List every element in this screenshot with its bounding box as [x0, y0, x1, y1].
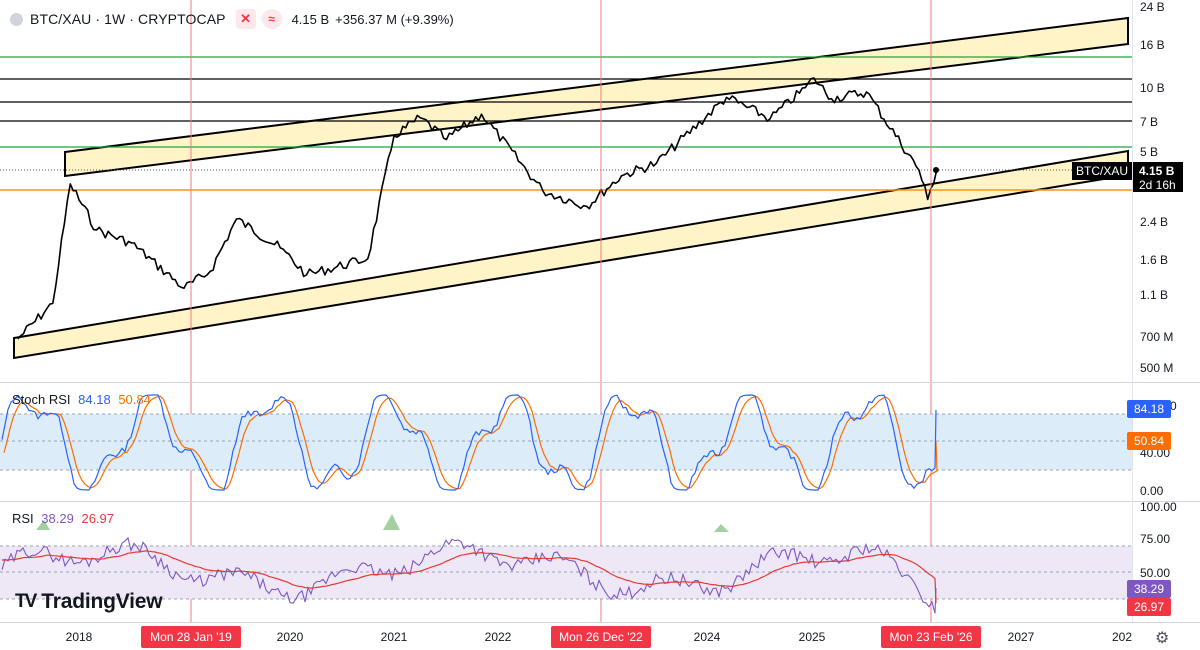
time-tick: 2021 — [381, 630, 408, 644]
price-tick: 700 M — [1140, 330, 1173, 344]
tradingview-mark-icon: TV — [15, 591, 37, 612]
stoch-d-value: 50.84 — [118, 392, 151, 407]
stoch-k-value: 84.18 — [78, 392, 111, 407]
price-tick: 24 B — [1140, 0, 1165, 14]
rsi-legend[interactable]: RSI 38.29 26.97 — [12, 511, 114, 526]
date-badge: Mon 23 Feb '26 — [889, 630, 972, 644]
rsi-value: 38.29 — [41, 511, 74, 526]
price-tick: 2.4 B — [1140, 215, 1168, 229]
channel-upper-band — [64, 16, 1129, 178]
rsi-tick: 100.00 — [1140, 500, 1177, 514]
price-tick: 5 B — [1140, 145, 1158, 159]
price-line — [17, 77, 938, 340]
tradingview-wordmark: TradingView — [41, 590, 163, 613]
price-tick: 1.1 B — [1140, 288, 1168, 302]
tradingview-logo[interactable]: TV TradingView — [15, 590, 163, 614]
stoch-rsi-title: Stoch RSI — [12, 392, 71, 407]
time-tick: 202 — [1112, 630, 1132, 644]
time-axis[interactable]: 2018 2020 2021 2022 2024 2025 2027 202 — [66, 630, 1133, 644]
date-marker-badges: Mon 28 Jan '19 Mon 26 Dec '22 Mon 23 Feb… — [141, 626, 981, 648]
gear-icon[interactable]: ⚙ — [1155, 630, 1170, 647]
price-tick: 16 B — [1140, 38, 1165, 52]
rsi-tick: 50.00 — [1140, 566, 1170, 580]
symbol-logo-icon — [10, 12, 23, 26]
date-badge: Mon 28 Jan '19 — [150, 630, 232, 644]
time-tick: 2020 — [277, 630, 304, 644]
time-tick: 2018 — [66, 630, 93, 644]
date-marker-lines — [190, 0, 932, 622]
channel-lower-band — [13, 149, 1129, 360]
price-axis[interactable]: 24 B 16 B 10 B 7 B 5 B 2.4 B 1.6 B 1.1 B… — [1140, 0, 1177, 580]
symbol-title[interactable]: BTC/XAU · 1W · CRYPTOCAP — [30, 11, 226, 27]
svg-text:84.18: 84.18 — [1134, 402, 1164, 416]
svg-text:38.29: 38.29 — [1134, 582, 1164, 596]
svg-text:2d 16h: 2d 16h — [1139, 178, 1176, 192]
time-tick: 2027 — [1008, 630, 1035, 644]
rsi-overbought-fill-3 — [714, 524, 729, 532]
svg-text:BTC/XAU: BTC/XAU — [1076, 164, 1128, 178]
svg-text:26.97: 26.97 — [1134, 600, 1164, 614]
rsi-ma-line — [1, 550, 937, 604]
symbol-legend[interactable]: BTC/XAU · 1W · CRYPTOCAP ✕ ≈ 4.15 B +356… — [10, 9, 454, 29]
date-badge: Mon 26 Dec '22 — [559, 630, 643, 644]
last-price-dot — [933, 167, 939, 173]
price-tick: 10 B — [1140, 81, 1165, 95]
stoch-k-line — [1, 394, 937, 491]
time-tick: 2022 — [485, 630, 512, 644]
stoch-band-background — [0, 414, 1132, 470]
svg-text:4.15 B: 4.15 B — [1139, 164, 1175, 178]
price-tick: 7 B — [1140, 115, 1158, 129]
stoch-d-line — [3, 395, 938, 490]
compare-wave-icon[interactable]: ≈ — [261, 9, 282, 29]
stoch-tick: 0.00 — [1140, 484, 1164, 498]
rsi-tick: 75.00 — [1140, 532, 1170, 546]
time-tick: 2025 — [799, 630, 826, 644]
rsi-title: RSI — [12, 511, 34, 526]
rsi-overbought-fill-2 — [383, 514, 400, 530]
svg-text:50.84: 50.84 — [1134, 434, 1164, 448]
price-tick: 1.6 B — [1140, 253, 1168, 267]
price-pane — [0, 16, 1132, 360]
time-tick: 2024 — [694, 630, 721, 644]
rsi-ma-value: 26.97 — [81, 511, 115, 526]
rsi-pane — [0, 514, 1132, 614]
stoch-rsi-pane — [0, 394, 1132, 491]
header-change: +356.37 M (+9.39%) — [335, 11, 454, 27]
rsi-line — [1, 536, 937, 614]
header-price: 4.15 B — [291, 11, 330, 27]
rsi-badges: 38.29 26.97 — [1127, 580, 1171, 616]
last-price-badge: BTC/XAU 4.15 B 2d 16h — [1072, 162, 1183, 192]
stoch-rsi-legend[interactable]: Stoch RSI 84.18 50.84 — [12, 392, 151, 407]
rsi-overbought-fill-1 — [36, 520, 50, 530]
price-tick: 500 M — [1140, 361, 1173, 375]
close-icon[interactable]: ✕ — [235, 9, 256, 29]
stoch-badges: 84.18 50.84 — [1127, 400, 1171, 450]
